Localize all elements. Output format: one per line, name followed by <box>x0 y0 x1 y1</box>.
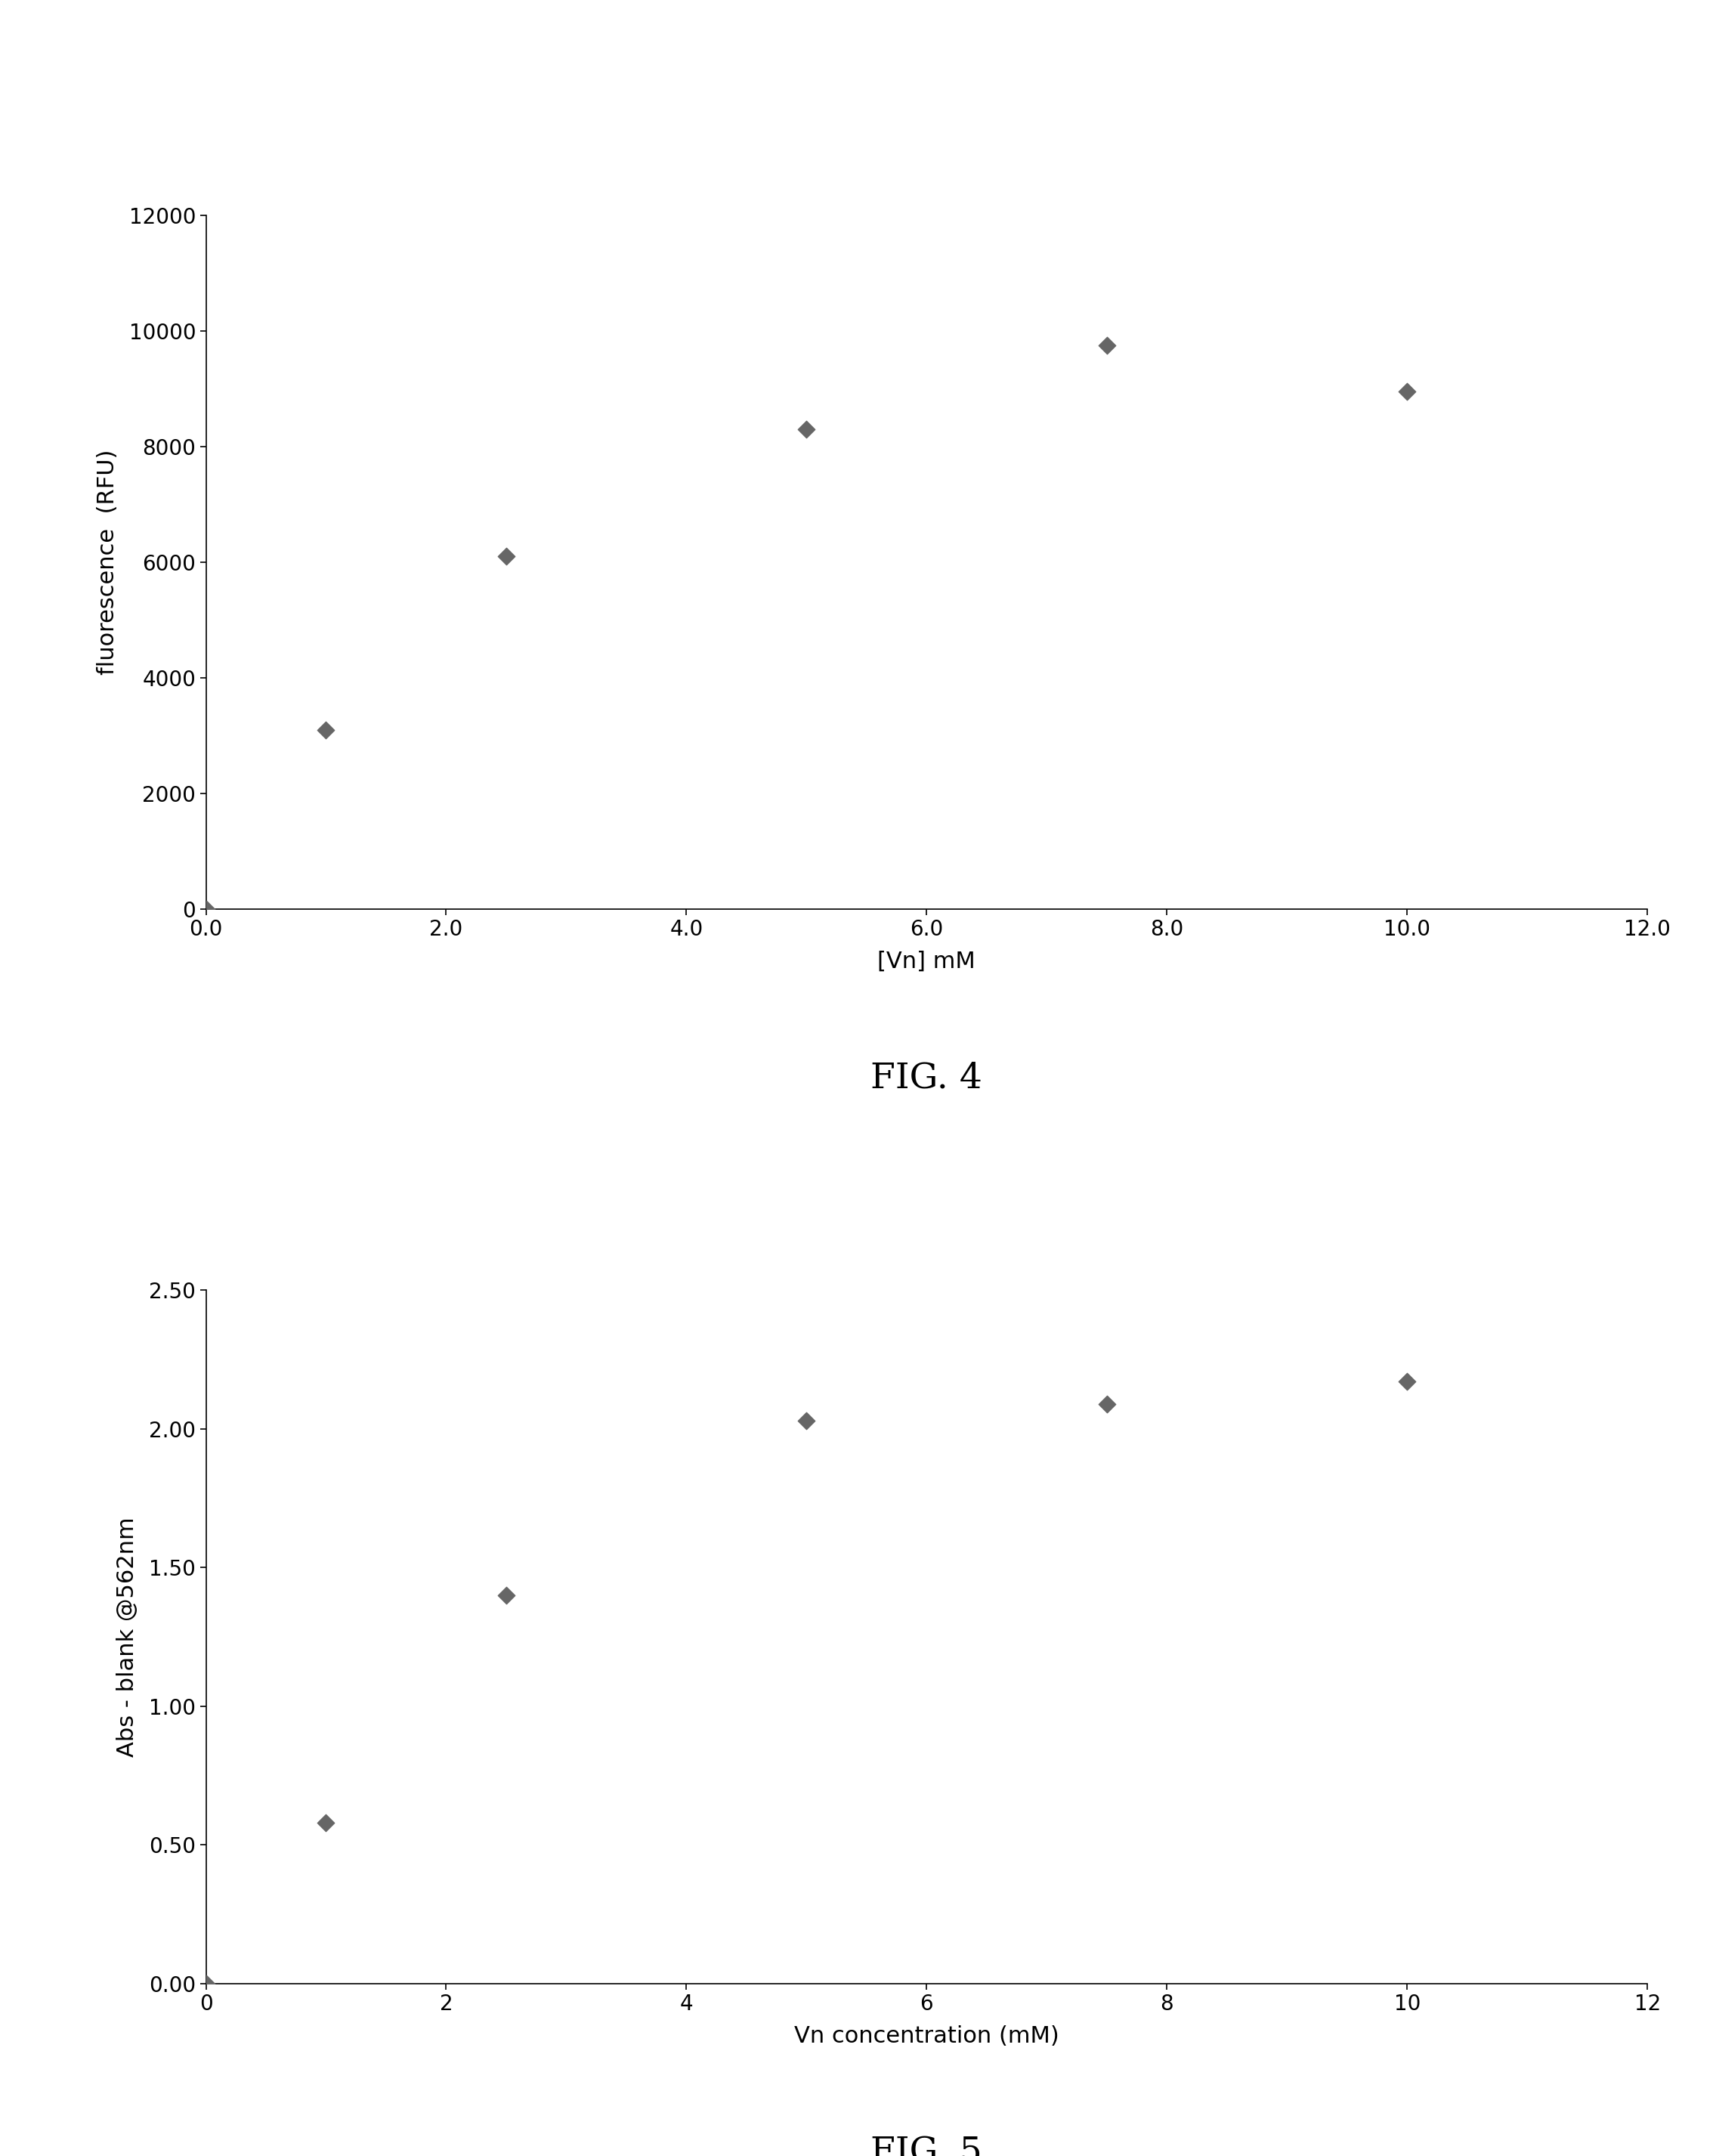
Point <box>1393 1365 1421 1399</box>
Y-axis label: Abs - blank @562nm: Abs - blank @562nm <box>117 1518 139 1757</box>
Text: FIG. 5: FIG. 5 <box>870 2137 983 2156</box>
X-axis label: [Vn] mM: [Vn] mM <box>877 951 976 972</box>
Text: FIG. 4: FIG. 4 <box>870 1061 983 1095</box>
Point <box>793 1404 820 1438</box>
X-axis label: Vn concentration (mM): Vn concentration (mM) <box>795 2024 1059 2046</box>
Point <box>1093 328 1121 362</box>
Point <box>492 539 520 573</box>
Point <box>1093 1386 1121 1421</box>
Point <box>312 1805 340 1839</box>
Y-axis label: fluorescence  (RFU): fluorescence (RFU) <box>96 448 118 675</box>
Point <box>192 893 220 927</box>
Point <box>793 412 820 446</box>
Point <box>492 1578 520 1613</box>
Point <box>1393 375 1421 410</box>
Point <box>192 1966 220 2001</box>
Point <box>312 711 340 746</box>
